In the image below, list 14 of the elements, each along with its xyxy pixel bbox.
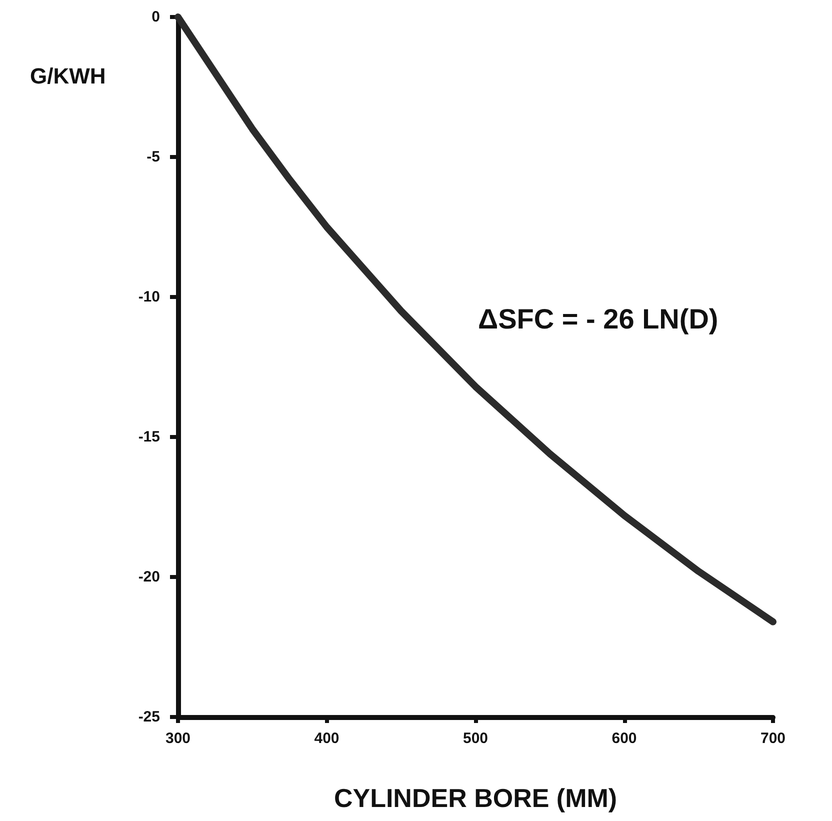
y-tick-label: -25 (138, 708, 160, 726)
y-axis-title: G/KWH (30, 64, 106, 88)
x-tick-label: 500 (462, 730, 488, 747)
y-tick-label: -5 (146, 148, 160, 166)
x-axis-title: CYLINDER BORE (MM) (334, 783, 618, 813)
x-tick-label: 700 (760, 730, 786, 747)
y-tick-label: 0 (152, 8, 160, 26)
annotation: ΔSFC = - 26 LN(D) (478, 304, 718, 334)
x-tick-label: 300 (165, 730, 191, 747)
y-tick-label: -10 (138, 288, 160, 306)
x-tick-label: 400 (314, 730, 340, 747)
x-tick-label: 600 (612, 730, 637, 747)
y-tick-label: -20 (138, 568, 160, 586)
y-tick-label: -15 (138, 428, 160, 446)
